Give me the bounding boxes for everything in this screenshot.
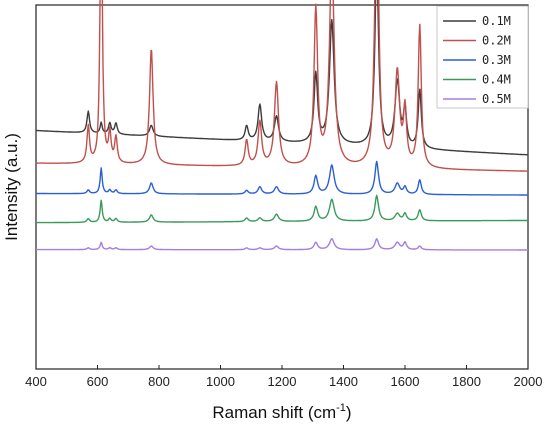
x-axis-ticks: 400 600 800 1000 1200 1400 1600 1800 2000 xyxy=(25,365,542,389)
x-tick-label: 1000 xyxy=(206,374,235,389)
x-tick-label: 1600 xyxy=(391,374,420,389)
series-line-0-1m xyxy=(35,0,529,156)
x-axis-label-main: Raman shift (cm xyxy=(212,403,336,422)
series-line-0-2m xyxy=(35,0,529,172)
series-line-0-3m xyxy=(35,160,529,196)
x-tick-label: 600 xyxy=(87,374,109,389)
x-tick-label: 2000 xyxy=(514,374,543,389)
x-tick-label: 1800 xyxy=(452,374,481,389)
legend: 0.1M 0.2M 0.3M 0.4M 0.5M xyxy=(436,5,529,109)
x-tick-label: 800 xyxy=(148,374,170,389)
y-axis-label: Intensity (a.u.) xyxy=(2,133,21,241)
x-tick-label: 400 xyxy=(25,374,47,389)
series-line-0-4m xyxy=(35,194,529,224)
legend-label: 0.1M xyxy=(482,14,511,28)
series-line-0-5m xyxy=(35,237,529,251)
x-tick-label: 1400 xyxy=(329,374,358,389)
legend-items: 0.1M 0.2M 0.3M 0.4M 0.5M xyxy=(443,14,511,106)
x-axis-label: Raman shift (cm-1) xyxy=(212,402,351,422)
legend-label: 0.4M xyxy=(482,73,511,87)
series-layer xyxy=(35,0,529,251)
x-axis-label-close: ) xyxy=(346,403,352,422)
legend-label: 0.5M xyxy=(482,92,511,106)
legend-label: 0.2M xyxy=(482,34,511,48)
legend-box xyxy=(436,5,529,109)
x-tick-label: 1200 xyxy=(268,374,297,389)
x-axis-label-superscript: -1 xyxy=(336,402,346,414)
legend-label: 0.3M xyxy=(482,53,511,67)
plot-area: 400 600 800 1000 1200 1400 1600 1800 2000 xyxy=(25,0,542,389)
